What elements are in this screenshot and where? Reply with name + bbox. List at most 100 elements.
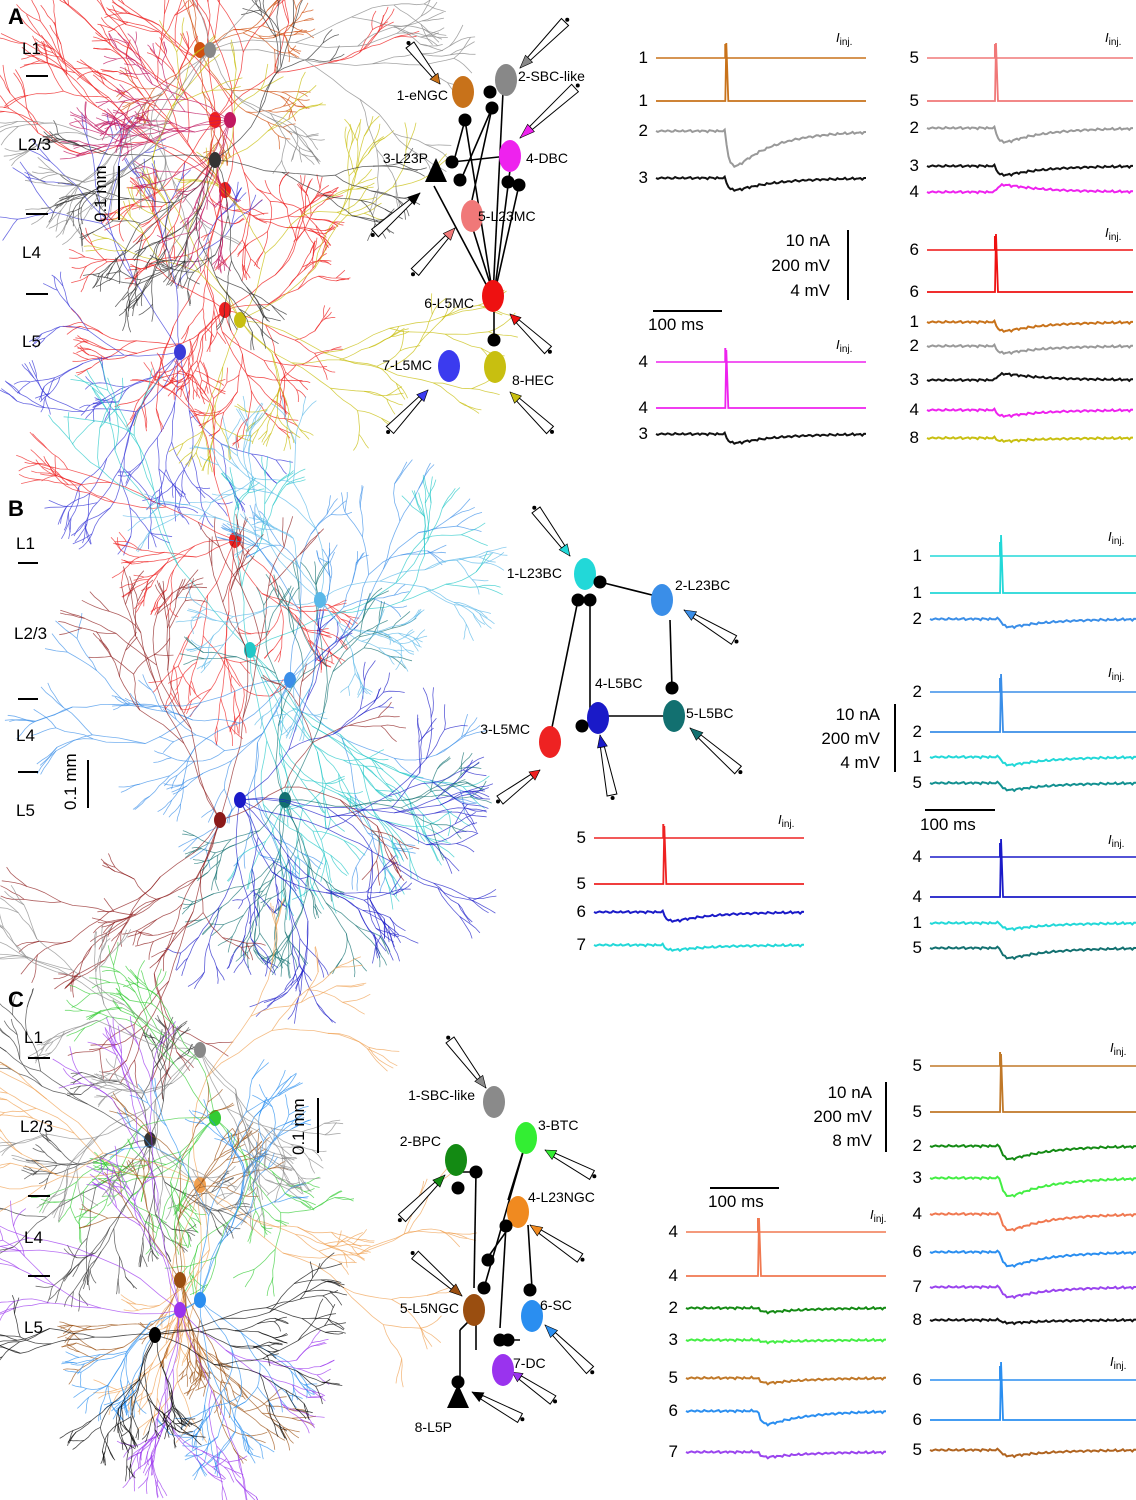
cell-a4-label: 4-DBC xyxy=(526,150,568,166)
cell-c2-label: 2-BPC xyxy=(400,1133,441,1149)
synapse xyxy=(458,113,472,127)
panel-a-layer-l4: L4 xyxy=(22,243,41,262)
pipette-tip xyxy=(448,1283,463,1297)
panel-b-layer-l1: L1 xyxy=(16,534,35,553)
panel-a-neuron xyxy=(0,0,476,280)
panel-c-neuron xyxy=(57,1082,316,1464)
pipette-body xyxy=(410,234,450,277)
a4-trace-1 xyxy=(656,349,866,409)
c1-trace-2 xyxy=(929,1143,1136,1162)
cell-c7-soma xyxy=(492,1354,514,1386)
c1-trace-6 xyxy=(929,1284,1136,1300)
pipette-tip xyxy=(519,123,535,139)
c2-trace-5 xyxy=(685,1408,886,1427)
pipette-end xyxy=(406,41,411,46)
cell-a1-label: 1-eNGC xyxy=(397,87,448,103)
pipette-body xyxy=(445,1036,482,1081)
pipette-body xyxy=(515,397,555,435)
cell-c3-soma xyxy=(515,1122,537,1154)
synapse xyxy=(575,719,589,733)
synapse xyxy=(523,1283,537,1297)
a3-trace-5 xyxy=(926,407,1134,419)
panel-b-morphology xyxy=(0,338,508,1100)
cell-b3-label: 3-L5MC xyxy=(480,721,530,737)
pipette-end xyxy=(610,796,615,800)
injection-label: Iinj. xyxy=(836,337,852,355)
a2-trace-2 xyxy=(926,124,1133,144)
synapse xyxy=(445,155,459,169)
a3-trace-2-label: 1 xyxy=(910,312,919,331)
a1-trace-1 xyxy=(656,42,866,102)
panel-a-layer-l5: L5 xyxy=(22,332,41,351)
panel-c-neuron xyxy=(0,884,344,1231)
panel-b-scale-current: 10 nA xyxy=(836,705,881,724)
synapse xyxy=(469,1165,483,1179)
c2-trace-5-label: 6 xyxy=(669,1401,678,1420)
panel-b-neuron xyxy=(177,560,492,979)
panel-a-layer-l23: L2/3 xyxy=(18,135,51,154)
b2-trace-1 xyxy=(930,673,1136,733)
a1-trace-0-label: 1 xyxy=(639,48,648,67)
cell-c8-label: 8-L5P xyxy=(415,1419,452,1435)
cell-c7-label: 7-DC xyxy=(513,1355,546,1371)
injection-label: Iinj. xyxy=(1108,529,1124,547)
panel-a-morph-scale-label: 0.1 mm xyxy=(91,165,110,222)
injection-label: Iinj. xyxy=(870,1207,886,1225)
synapse xyxy=(477,1281,491,1295)
cell-a2-soma xyxy=(495,64,517,96)
pipette-end xyxy=(553,1399,558,1404)
cell-c2-soma xyxy=(445,1144,467,1176)
b1-trace-2-label: 2 xyxy=(913,609,922,628)
panel-c-layer-l5: L5 xyxy=(24,1318,43,1337)
cell-b5-label: 5-L5BC xyxy=(686,705,733,721)
synapse xyxy=(485,101,499,115)
a3-trace-6 xyxy=(926,435,1133,444)
pipette-end xyxy=(520,1417,525,1422)
a2-trace-3 xyxy=(926,162,1133,177)
b4-trace-3 xyxy=(593,942,804,953)
cell-b4-soma xyxy=(587,702,609,734)
synapse xyxy=(487,333,501,347)
pipette-end xyxy=(550,429,554,434)
pipette-tip xyxy=(442,227,456,241)
panel-c-scale-psp: 8 mV xyxy=(832,1131,872,1150)
electrophysiology-traces: 1 1 2 3 Iinj. 5 5 2 3 4 Iinj. 6 6 1 2 3 4 8 Iinj. 4 4 3 Iinj. 1… xyxy=(577,30,1136,1461)
panel-b-neuron xyxy=(0,513,420,1100)
a3-trace-3-label: 2 xyxy=(910,336,919,355)
pipette-body xyxy=(599,746,618,797)
a2-trace-2-label: 2 xyxy=(910,118,919,137)
cell-c6-soma xyxy=(521,1300,543,1332)
cell-c1-label: 1-SBC-like xyxy=(408,1087,475,1103)
a3-trace-4-label: 3 xyxy=(910,370,919,389)
c2-trace-1-label: 4 xyxy=(669,1266,678,1285)
c2-trace-2-label: 2 xyxy=(669,1298,678,1317)
cell-a5-label: 5-L23MC xyxy=(478,208,536,224)
c3-trace-1 xyxy=(930,1361,1136,1421)
pipette-body xyxy=(538,1229,584,1263)
synapse xyxy=(483,85,497,99)
synapse xyxy=(481,1253,495,1267)
c1-trace-0-label: 5 xyxy=(913,1056,922,1075)
a3-trace-3 xyxy=(926,343,1133,356)
synapse xyxy=(501,175,515,189)
pipette-body xyxy=(518,1375,557,1405)
c2-trace-0-label: 4 xyxy=(669,1222,678,1241)
panel-a-neuron xyxy=(40,0,427,351)
panel-b-layer-l23: L2/3 xyxy=(14,624,47,643)
panel-c-neuron xyxy=(61,1059,318,1481)
cell-c5-soma xyxy=(463,1294,485,1326)
pipette-body xyxy=(528,83,580,131)
injection-label: Iinj. xyxy=(836,30,852,48)
c2-trace-6-label: 7 xyxy=(669,1442,678,1461)
synapse xyxy=(451,1181,465,1195)
pipette-tip xyxy=(474,1074,487,1089)
cell-a8-soma xyxy=(484,351,506,383)
cell-a6-soma xyxy=(482,280,504,312)
a1-trace-2 xyxy=(655,127,866,168)
a3-trace-6-label: 8 xyxy=(910,428,919,447)
connectivity-wiring xyxy=(433,91,673,1380)
b3-trace-1-label: 4 xyxy=(913,887,922,906)
pipette-end xyxy=(446,1035,451,1040)
cell-schematics: 1-eNGC 2-SBC-like 3-L23P 4-DBC 5-L23MC 6-L5MC… xyxy=(370,17,743,1435)
